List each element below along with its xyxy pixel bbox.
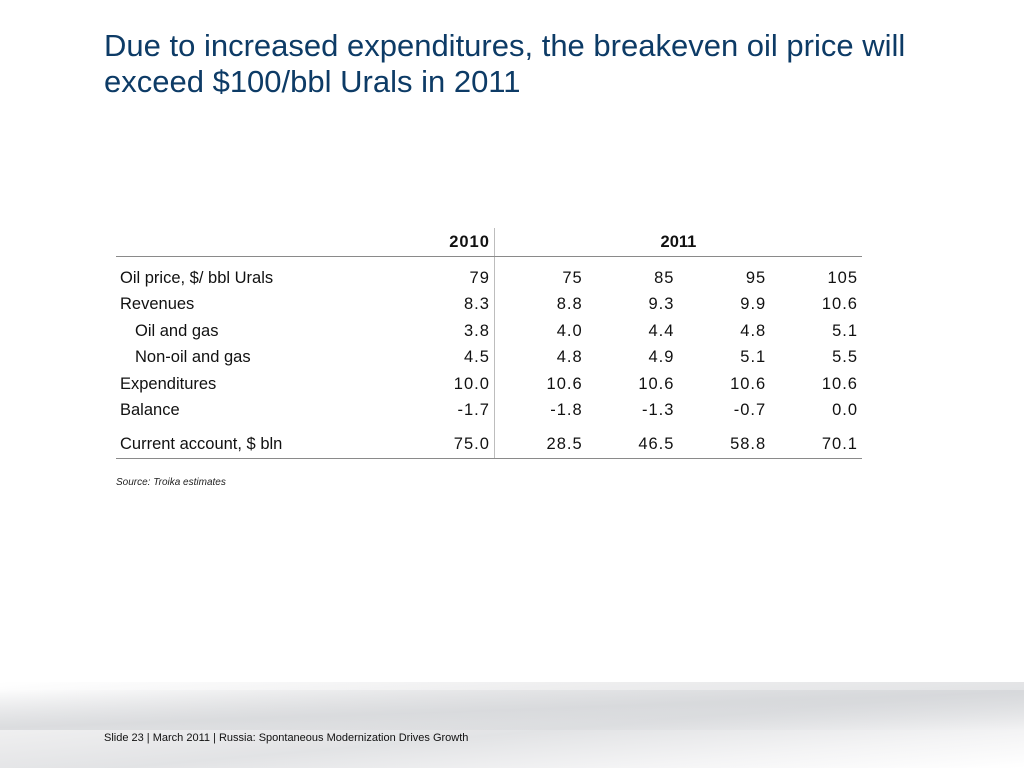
footer-caption: Slide 23 | March 2011 | Russia: Spontane… <box>104 732 469 744</box>
table-header-row: 2010 2011 <box>116 228 862 257</box>
table-cell: 10.6 <box>730 374 767 393</box>
table-cell: 4.8 <box>556 348 583 367</box>
footer-swoosh-decoration <box>0 690 1024 730</box>
table-cell: 9.3 <box>648 295 675 314</box>
table-cell: 79 <box>362 265 495 292</box>
header-2011: 2011 <box>494 228 862 257</box>
table-cell: 85 <box>654 268 675 287</box>
table-cell: 4.5 <box>362 344 495 371</box>
row-label: Balance <box>120 401 180 420</box>
table-cell: -0.7 <box>733 401 767 420</box>
row-label: Expenditures <box>120 374 217 393</box>
row-label: Non-oil and gas <box>135 348 251 367</box>
table-cell: 10.6 <box>821 295 858 314</box>
row-label: Revenues <box>120 295 195 314</box>
table-cell: -1.8 <box>550 401 583 420</box>
table-cell: 58.8 <box>678 430 771 459</box>
table-row: Revenues 8.3 8.8 9.3 9.9 10.6 <box>116 291 862 318</box>
table-cell: 5.5 <box>832 348 858 367</box>
spacer-row <box>116 256 862 265</box>
table-cell: 8.8 <box>556 295 583 314</box>
table-cell: 10.0 <box>362 371 495 398</box>
table-cell: 95 <box>745 268 767 287</box>
table-cell: 105 <box>827 268 858 287</box>
table-cell: 46.5 <box>586 430 679 459</box>
table-cell: 4.4 <box>648 321 675 340</box>
row-label: Current account, $ bln <box>116 430 363 459</box>
header-label-cell <box>116 228 363 257</box>
table-cell: 5.1 <box>832 321 858 340</box>
table-cell: 75 <box>562 268 583 287</box>
table-cell: 5.1 <box>740 348 767 367</box>
table-cell: -1.7 <box>362 397 495 424</box>
data-table: 2010 2011 Oil price, $/ bbl Urals 79 75 … <box>116 228 862 459</box>
table-cell: 10.6 <box>638 374 675 393</box>
table-cell: 4.9 <box>648 348 675 367</box>
table-cell: 10.6 <box>821 374 858 393</box>
table-row: Balance -1.7 -1.8 -1.3 -0.7 0.0 <box>116 397 862 424</box>
table-row: Current account, $ bln 75.0 28.5 46.5 58… <box>116 430 862 459</box>
table-cell: 0.0 <box>832 401 858 420</box>
table-cell: 75.0 <box>362 430 495 459</box>
source-note: Source: Troika estimates <box>116 477 226 488</box>
table-cell: 28.5 <box>494 430 587 459</box>
table-row: Oil price, $/ bbl Urals 79 75 85 95 105 <box>116 265 862 292</box>
table-cell: 3.8 <box>362 318 495 345</box>
header-2010: 2010 <box>362 228 495 257</box>
table-row: Expenditures 10.0 10.6 10.6 10.6 10.6 <box>116 371 862 398</box>
table-cell: 4.8 <box>740 321 767 340</box>
spacer-row <box>116 424 862 430</box>
table-row: Non-oil and gas 4.5 4.8 4.9 5.1 5.5 <box>116 344 862 371</box>
row-label: Oil and gas <box>135 321 219 340</box>
table-cell: 4.0 <box>556 321 583 340</box>
slide-title: Due to increased expenditures, the break… <box>104 28 906 99</box>
table-cell: -1.3 <box>642 401 675 420</box>
table-cell: 8.3 <box>362 291 495 318</box>
table-cell: 70.1 <box>770 430 862 459</box>
table-cell: 10.6 <box>546 374 583 393</box>
table-row: Oil and gas 3.8 4.0 4.4 4.8 5.1 <box>116 318 862 345</box>
data-table-container: 2010 2011 Oil price, $/ bbl Urals 79 75 … <box>116 228 862 459</box>
row-label: Oil price, $/ bbl Urals <box>120 268 274 287</box>
table-cell: 9.9 <box>740 295 767 314</box>
